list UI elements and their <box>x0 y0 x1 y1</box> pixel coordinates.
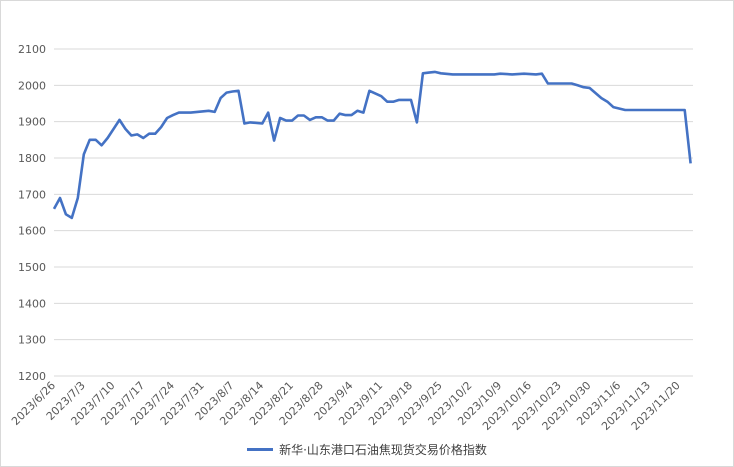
y-tick-label: 1400 <box>18 297 46 310</box>
y-tick-label: 1700 <box>18 188 46 201</box>
legend: 新华·山东港口石油焦现货交易价格指数 <box>1 441 733 458</box>
y-tick-label: 2000 <box>18 79 46 92</box>
y-tick-label: 1200 <box>18 370 46 383</box>
y-tick-label: 2100 <box>18 43 46 56</box>
line-chart: 1200 1300 1400 1500 1600 1700 1800 1900 2000 2100… <box>9 43 693 433</box>
legend-swatch <box>247 448 274 451</box>
y-tick-label: 1500 <box>18 261 46 274</box>
y-tick-label: 1800 <box>18 152 46 165</box>
legend-label: 新华·山东港口石油焦现货交易价格指数 <box>279 443 487 457</box>
series-line <box>52 70 692 220</box>
y-tick-label: 1900 <box>18 116 46 129</box>
y-tick-label: 1600 <box>18 225 46 238</box>
y-tick-label: 1300 <box>18 334 46 347</box>
